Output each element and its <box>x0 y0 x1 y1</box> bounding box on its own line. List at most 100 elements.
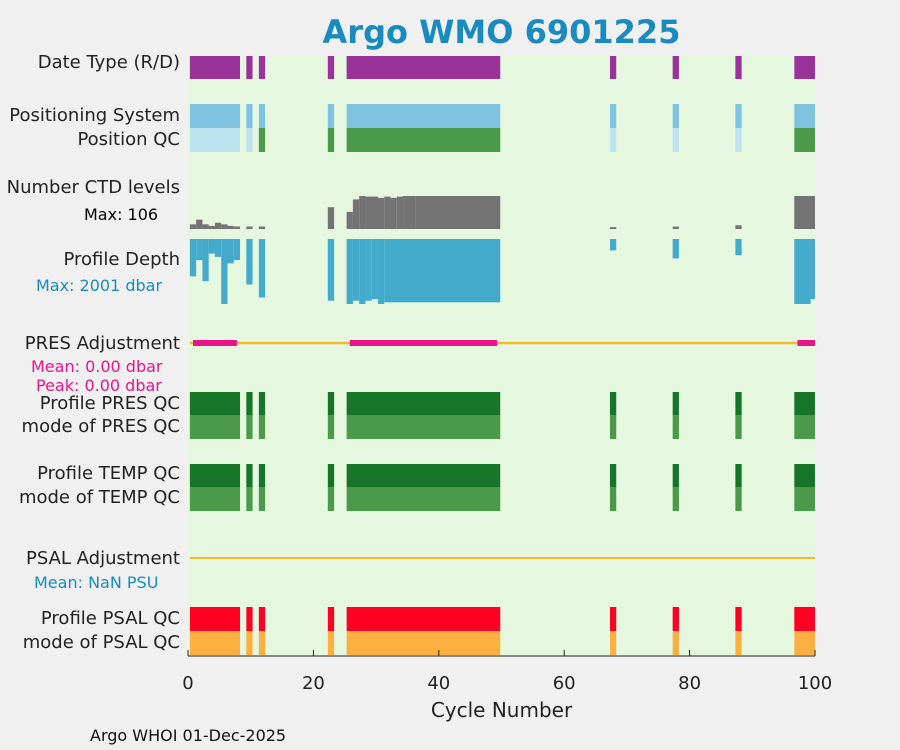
profile-temp-qc-segment <box>672 464 679 487</box>
profile-depth-bar <box>359 239 366 304</box>
profile-depth-bar <box>365 239 372 301</box>
pres-adjustment-highlight <box>193 340 237 346</box>
profile-temp-qc-segment <box>346 464 501 487</box>
profile-psal-qc-segment <box>794 607 815 631</box>
profile-psal-qc-segment <box>609 607 617 631</box>
ctd-level-bar <box>246 226 253 229</box>
profile-depth-bar <box>196 239 203 261</box>
profile-pres-qc-segment <box>672 392 679 415</box>
label-positioning-system: Positioning System <box>9 105 180 126</box>
profile-psal-qc-segment <box>189 607 241 631</box>
x-tick-label: 40 <box>427 673 451 694</box>
mode-psal-qc-segment <box>735 631 742 655</box>
profile-depth-bar <box>735 239 742 256</box>
ctd-level-bar <box>214 222 222 229</box>
mode-pres-qc-segment <box>346 415 501 439</box>
footer-credit: Argo WHOI 01-Dec-2025 <box>90 726 287 745</box>
ctd-level-bar <box>609 227 617 229</box>
profile-temp-qc-segment <box>258 464 266 487</box>
ctd-level-bar <box>221 224 228 229</box>
profile-pres-qc-segment <box>189 392 241 415</box>
mode-psal-qc-segment <box>672 631 679 655</box>
position-qc-segment <box>258 128 266 152</box>
position-qc-segment <box>327 128 335 152</box>
mode-temp-qc-segment <box>609 487 617 511</box>
position-qc-segment <box>346 128 501 152</box>
mode-pres-qc-segment <box>258 415 266 439</box>
depth-max-label: Max: 2001 dbar <box>36 276 163 295</box>
date-type-segment <box>735 56 742 79</box>
profile-depth-bar <box>233 239 241 261</box>
profile-temp-qc-segment <box>327 464 335 487</box>
profile-depth-bar <box>327 239 335 301</box>
ctd-level-bar <box>359 196 366 229</box>
mode-temp-qc-segment <box>258 487 266 511</box>
profile-depth-bar <box>189 239 197 277</box>
profile-depth-bar <box>794 239 811 304</box>
profile-psal-qc-segment <box>327 607 335 631</box>
positioning-system-segment <box>672 104 679 128</box>
ctd-level-bar <box>415 196 501 229</box>
mode-psal-qc-segment <box>346 631 501 655</box>
profile-depth-bar <box>384 239 501 303</box>
profile-depth-bar <box>214 239 222 257</box>
position-qc-segment <box>246 128 253 152</box>
positioning-system-segment <box>189 104 241 128</box>
mode-pres-qc-segment <box>794 415 815 439</box>
date-type-segment <box>258 56 266 79</box>
positioning-system-segment <box>794 104 815 128</box>
position-qc-segment <box>609 128 617 152</box>
mode-psal-qc-segment <box>246 631 253 655</box>
profile-psal-qc-segment <box>258 607 266 631</box>
profile-pres-qc-segment <box>258 392 266 415</box>
ctd-level-bar <box>258 226 266 229</box>
position-qc-segment <box>794 128 815 152</box>
mode-pres-qc-segment <box>672 415 679 439</box>
profile-depth-bar <box>609 239 617 251</box>
mode-psal-qc-segment <box>189 631 241 655</box>
x-tick-label: 60 <box>552 673 576 694</box>
label-pres-adjustment: PRES Adjustment <box>24 333 180 354</box>
profile-psal-qc-segment <box>735 607 742 631</box>
pres-adjustment-highlight <box>797 340 815 346</box>
position-qc-segment <box>189 128 241 152</box>
mode-psal-qc-segment <box>609 631 617 655</box>
ctd-level-bar <box>189 224 197 229</box>
mode-pres-qc-segment <box>735 415 742 439</box>
psal-mean-label: Mean: NaN PSU <box>34 573 159 592</box>
plot-area <box>187 56 816 657</box>
profile-temp-qc-segment <box>609 464 617 487</box>
pres-peak-label: Peak: 0.00 dbar <box>36 376 162 395</box>
x-tick-label: 100 <box>797 673 833 694</box>
x-axis-label: Cycle Number <box>430 698 573 722</box>
ctd-level-bar <box>346 211 353 229</box>
profile-temp-qc-segment <box>246 464 253 487</box>
label-mode-temp-qc: mode of TEMP QC <box>18 487 180 508</box>
ctd-level-bar <box>390 197 397 229</box>
ctd-level-bar <box>233 226 241 229</box>
chart-title: Argo WMO 6901225 <box>322 13 681 51</box>
ctd-level-bar <box>365 196 378 229</box>
mode-temp-qc-segment <box>794 487 815 511</box>
profile-psal-qc-segment <box>246 607 253 631</box>
mode-temp-qc-segment <box>735 487 742 511</box>
x-tick-label: 20 <box>301 673 325 694</box>
ctd-level-bar <box>735 225 742 229</box>
mode-temp-qc-segment <box>327 487 335 511</box>
date-type-segment <box>189 56 241 79</box>
mode-psal-qc-segment <box>258 631 266 655</box>
date-type-segment <box>327 56 335 79</box>
profile-temp-qc-segment <box>735 464 742 487</box>
mode-temp-qc-segment <box>246 487 253 511</box>
profile-pres-qc-segment <box>609 392 617 415</box>
ctd-level-bar <box>352 199 360 229</box>
date-type-segment <box>246 56 253 79</box>
position-qc-segment <box>672 128 679 152</box>
date-type-segment <box>346 56 501 79</box>
ctd-level-bar <box>227 225 234 229</box>
x-tick-label: 0 <box>182 673 194 694</box>
ctd-level-bar <box>202 224 209 229</box>
positioning-system-segment <box>609 104 617 128</box>
profile-pres-qc-segment <box>327 392 335 415</box>
mode-pres-qc-segment <box>246 415 253 439</box>
